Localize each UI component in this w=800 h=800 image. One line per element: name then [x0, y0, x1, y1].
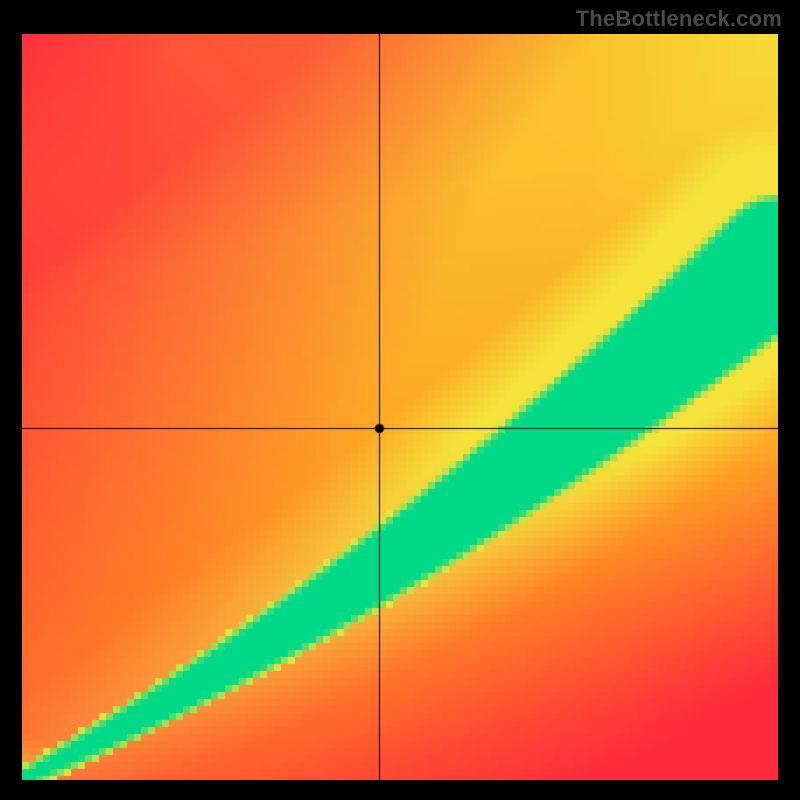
- heatmap-canvas: [22, 34, 778, 780]
- watermark-text: TheBottleneck.com: [576, 6, 782, 32]
- chart-container: TheBottleneck.com: [0, 0, 800, 800]
